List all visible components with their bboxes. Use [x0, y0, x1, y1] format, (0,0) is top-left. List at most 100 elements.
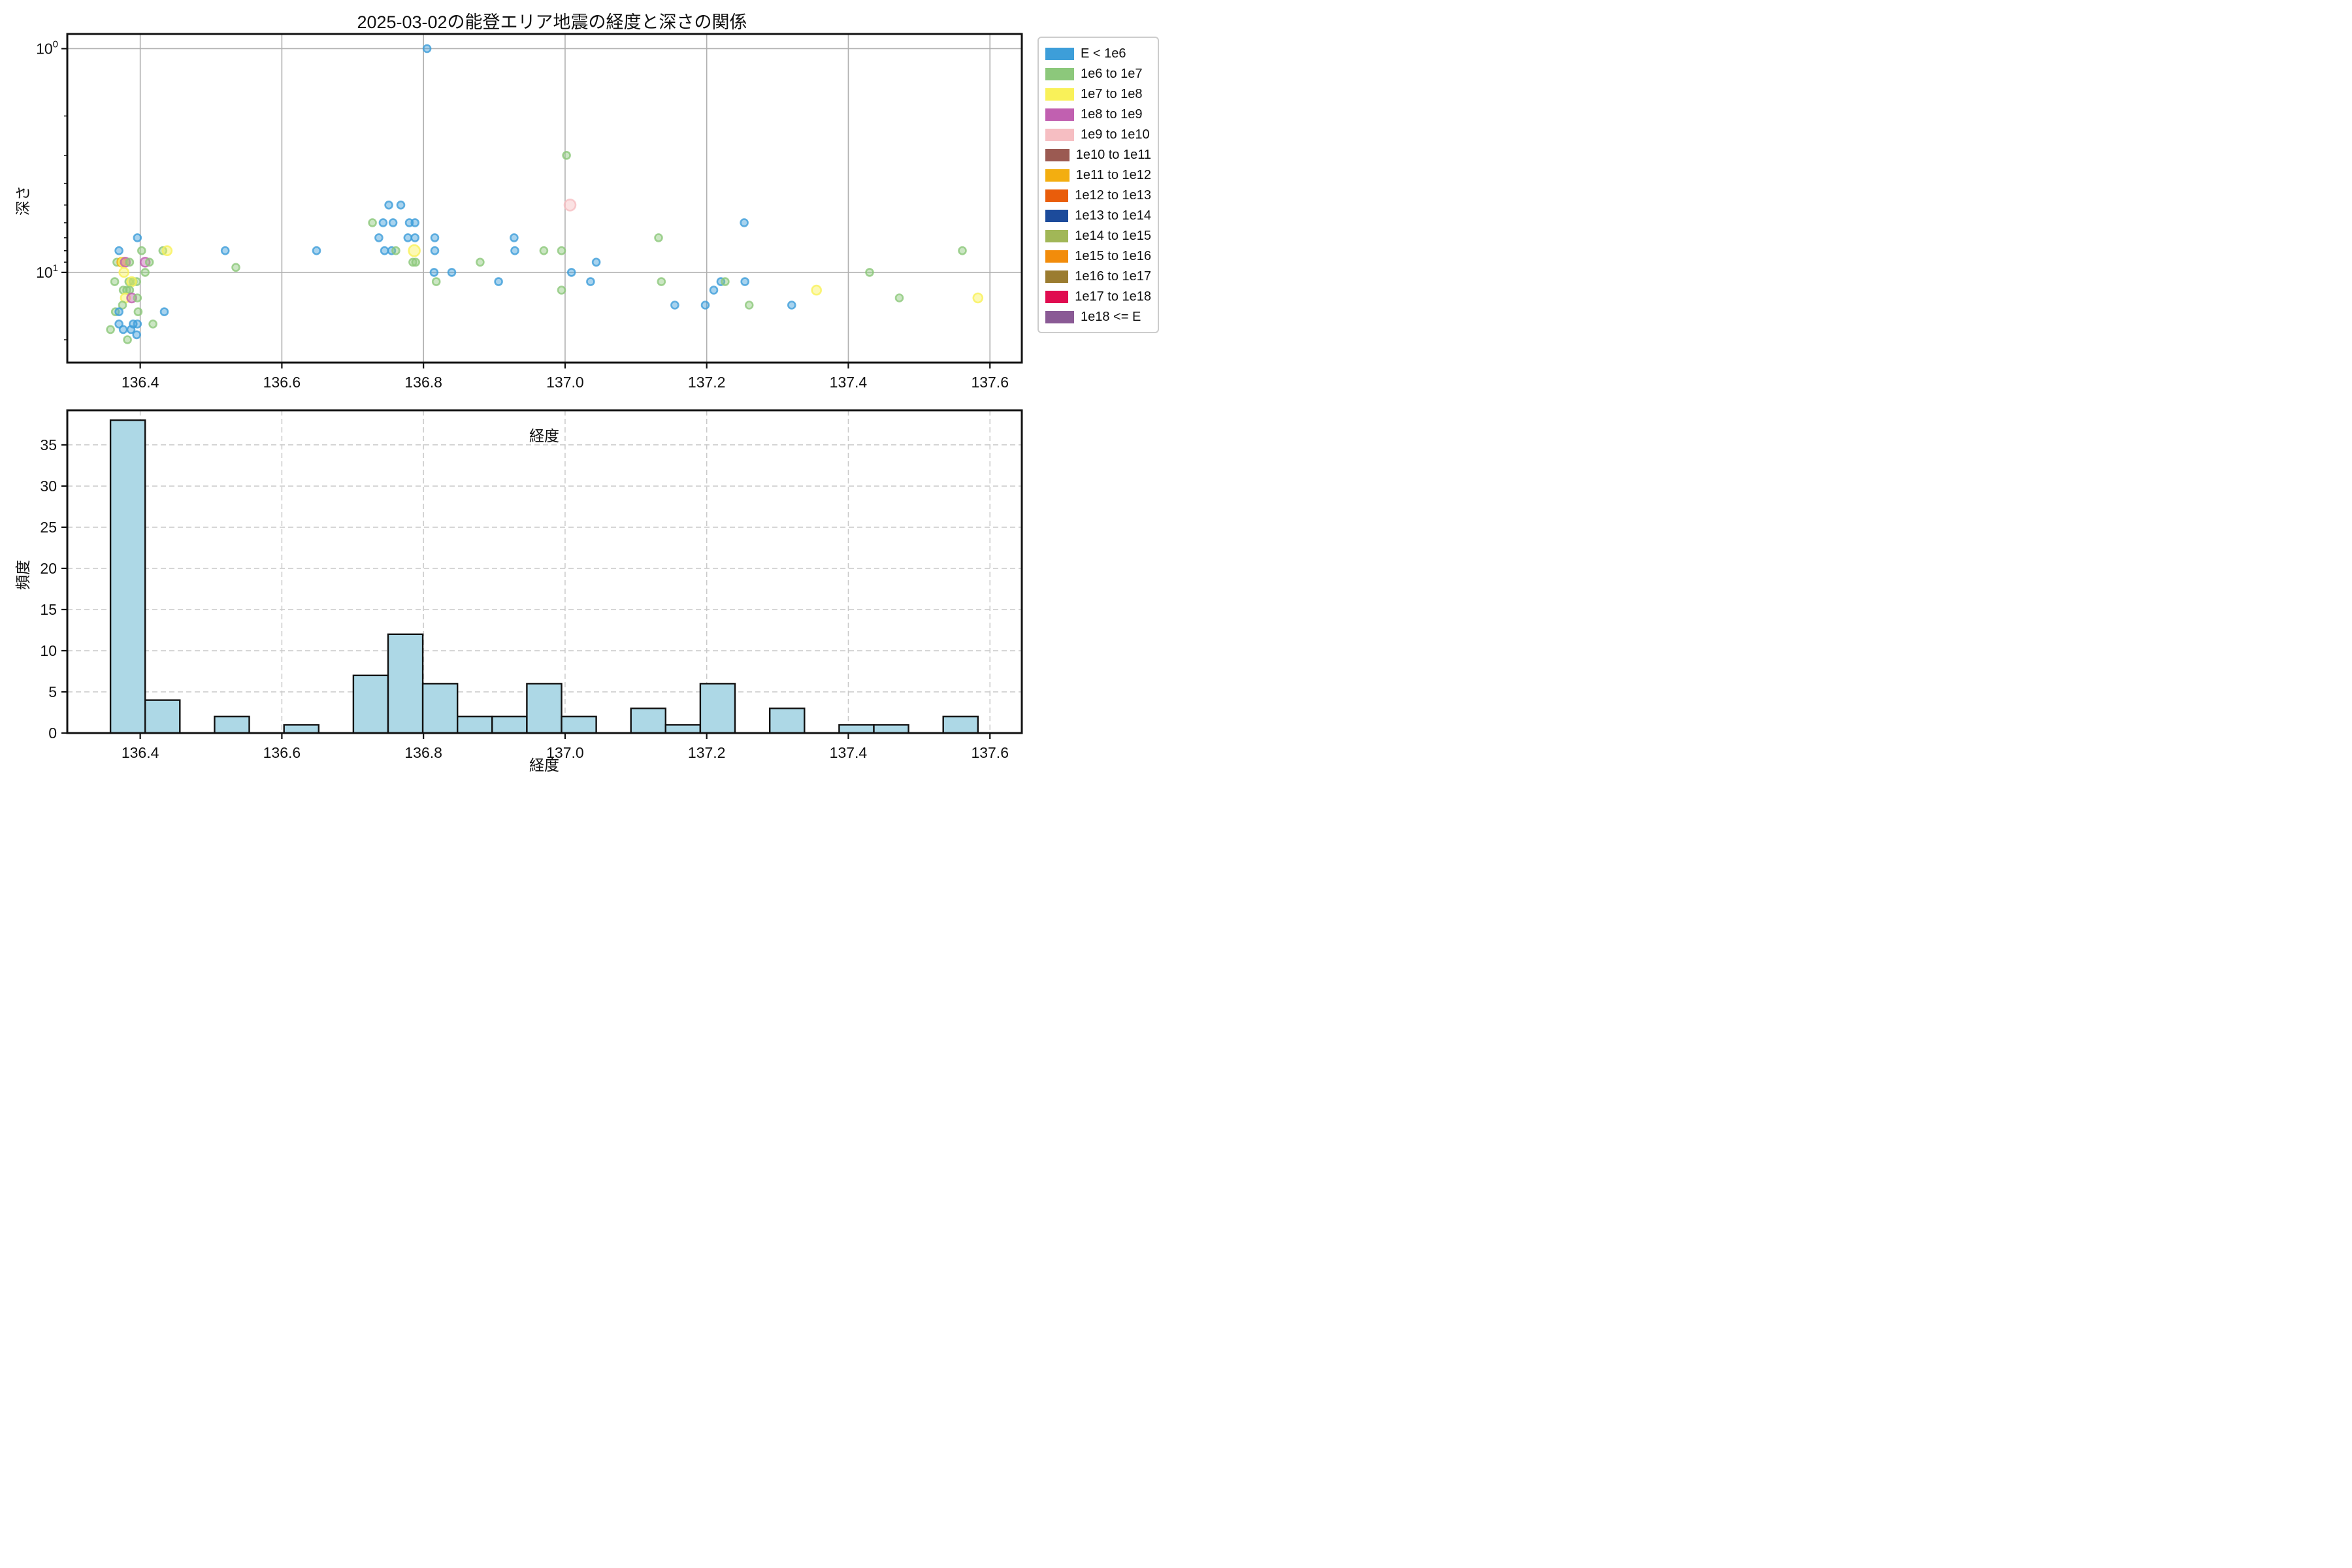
scatter-point — [539, 246, 549, 255]
scatter-point — [721, 277, 730, 286]
scatter-point — [557, 286, 566, 295]
scatter-point — [159, 307, 169, 317]
scatter-point — [586, 277, 595, 286]
scatter-point — [740, 218, 749, 227]
legend-swatch-icon — [1045, 169, 1070, 182]
svg-text:15: 15 — [40, 601, 57, 618]
legend-swatch-icon — [1045, 149, 1070, 161]
scatter-point — [410, 218, 420, 227]
svg-text:10: 10 — [40, 642, 57, 659]
histogram-bar — [838, 724, 875, 734]
scatter-point — [378, 218, 388, 227]
scatter-point — [114, 246, 123, 255]
histogram-bar — [352, 674, 389, 734]
scatter-point — [811, 284, 822, 296]
legend-label: 1e18 <= E — [1081, 310, 1141, 324]
histogram-plot: 136.4 136.6 136.8 137.0 137.2 137.4 137.6 0 5 10 1… — [40, 409, 1023, 761]
scatter-point — [126, 325, 136, 335]
svg-text:136.8: 136.8 — [404, 374, 442, 391]
scatter-point — [447, 268, 457, 277]
svg-text:137.6: 137.6 — [971, 744, 1009, 761]
scatter-point — [125, 257, 135, 267]
histogram-bar — [387, 633, 424, 734]
legend-item-1e11-to-1e12: 1e11 to 1e12 — [1045, 165, 1151, 186]
scatter-point — [312, 246, 321, 255]
scatter-point — [110, 277, 120, 286]
legend-item-1e6-to-1e7: 1e6 to 1e7 — [1045, 64, 1151, 84]
svg-text:35: 35 — [40, 436, 57, 453]
scatter-point — [231, 263, 240, 272]
legend-label: E < 1e6 — [1081, 46, 1126, 61]
legend-label: 1e12 to 1e13 — [1075, 188, 1151, 203]
scatter-point — [670, 301, 679, 310]
svg-text:136.6: 136.6 — [263, 374, 301, 391]
histogram-bar — [526, 683, 563, 734]
scatter-point — [562, 151, 571, 160]
scatter-point — [161, 245, 173, 257]
plots-canvas: 136.4 136.6 136.8 137.0 137.2 137.4 137.610010… — [36, 33, 1023, 761]
scatter-point — [411, 257, 421, 267]
svg-text:136.6: 136.6 — [263, 744, 301, 761]
scatter-point — [133, 293, 142, 302]
legend-swatch-icon — [1045, 108, 1074, 121]
histogram-bar — [144, 699, 181, 734]
scatter-point — [410, 233, 420, 242]
legend-swatch-icon — [1045, 291, 1069, 303]
legend-swatch-icon — [1045, 88, 1074, 101]
svg-text:100: 100 — [36, 39, 58, 57]
histogram-bar — [768, 707, 806, 734]
legend: E < 1e6 1e6 to 1e7 1e7 to 1e8 1e8 to 1e9 1e9… — [1037, 37, 1159, 333]
legend-swatch-icon — [1045, 250, 1069, 263]
svg-text:101: 101 — [36, 263, 58, 281]
legend-item-1e12-to-1e13: 1e12 to 1e13 — [1045, 186, 1151, 206]
scatter-point — [133, 307, 143, 317]
legend-item-1e17-to-1e18: 1e17 to 1e18 — [1045, 287, 1151, 307]
legend-item-1e7-to-1e8: 1e7 to 1e8 — [1045, 84, 1151, 105]
histogram-bar — [491, 715, 528, 734]
svg-text:137.0: 137.0 — [546, 744, 584, 761]
scatter-point — [133, 233, 142, 242]
scatter-point — [148, 319, 157, 329]
scatter-point — [123, 335, 132, 344]
legend-swatch-icon — [1045, 189, 1069, 202]
scatter-point — [114, 319, 123, 329]
histogram-bar — [942, 715, 979, 734]
scatter-point — [510, 246, 519, 255]
scatter-point — [118, 325, 128, 335]
scatter-point — [700, 301, 710, 310]
scatter-point — [476, 257, 485, 267]
scatter-point — [137, 246, 146, 255]
legend-label: 1e14 to 1e15 — [1075, 229, 1151, 243]
legend-label: 1e17 to 1e18 — [1075, 289, 1151, 304]
svg-text:5: 5 — [48, 683, 57, 700]
svg-text:137.4: 137.4 — [830, 374, 868, 391]
legend-label: 1e8 to 1e9 — [1081, 107, 1143, 122]
scatter-point — [740, 277, 749, 286]
scatter-point — [591, 257, 601, 267]
legend-item-1e18-e: 1e18 <= E — [1045, 307, 1151, 327]
legend-label: 1e11 to 1e12 — [1075, 168, 1151, 182]
scatter-point — [408, 244, 421, 257]
legend-swatch-icon — [1045, 270, 1069, 283]
scatter-point — [368, 218, 377, 227]
figure: 2025-03-02の能登エリア地震の経度と深さの関係 深さ 頻度 経度 経度 … — [0, 0, 1176, 784]
legend-swatch-icon — [1045, 230, 1069, 242]
legend-item-e-1e6: E < 1e6 — [1045, 44, 1151, 64]
scatter-point — [557, 246, 566, 255]
legend-swatch-icon — [1045, 129, 1074, 141]
scatter-point — [133, 319, 142, 329]
histogram-bar — [457, 715, 493, 734]
histogram-bar — [109, 419, 146, 734]
svg-text:137.4: 137.4 — [830, 744, 868, 761]
scatter-point — [126, 276, 137, 287]
scatter-point — [391, 246, 400, 255]
chart-title: 2025-03-02の能登エリア地震の経度と深さの関係 — [357, 12, 747, 32]
scatter-point — [118, 267, 129, 278]
histogram-bar — [214, 715, 250, 734]
legend-label: 1e15 to 1e16 — [1075, 249, 1151, 263]
scatter-point — [114, 307, 123, 317]
scatter-point — [865, 268, 874, 277]
scatter-point — [388, 218, 398, 227]
scatter-point — [429, 268, 439, 277]
scatter-point — [894, 293, 904, 302]
